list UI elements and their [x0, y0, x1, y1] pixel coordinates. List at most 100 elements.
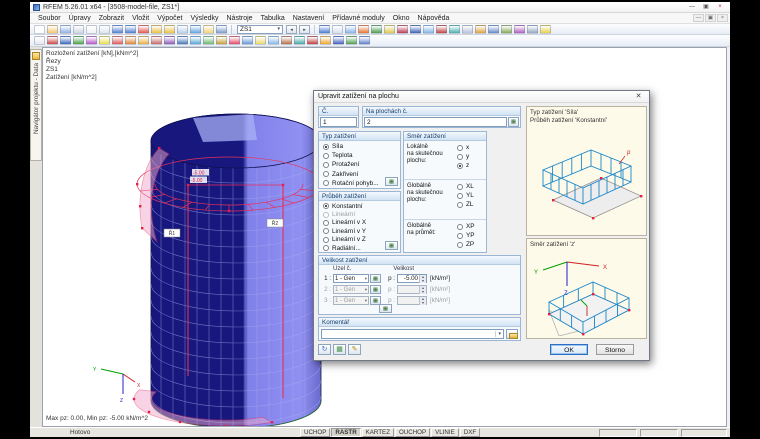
radio-option[interactable]: Radiální...: [319, 244, 400, 252]
comment-icon[interactable]: [255, 36, 266, 45]
section-icon[interactable]: [229, 36, 240, 45]
guide-lines-icon[interactable]: [488, 24, 499, 34]
radio-option[interactable]: YP: [457, 231, 484, 240]
radio-option[interactable]: x: [457, 143, 484, 152]
radio-option[interactable]: Síla: [319, 142, 400, 151]
menu-item[interactable]: Vložit: [132, 14, 150, 22]
division-icon[interactable]: [216, 36, 227, 45]
table-icon[interactable]: [501, 24, 512, 34]
apply-nodes-button[interactable]: ▦: [379, 304, 392, 313]
menu-item[interactable]: Přídavné moduly: [332, 14, 385, 22]
rotary-motion-params-button[interactable]: ▦: [385, 177, 398, 186]
hinge-icon[interactable]: [190, 36, 201, 45]
rotate-view-icon[interactable]: [190, 24, 201, 34]
redo-icon[interactable]: [125, 24, 136, 34]
radio-option[interactable]: Rotační pohyb...: [319, 179, 400, 188]
menu-item[interactable]: Okno: [392, 14, 410, 22]
radio-option[interactable]: Lineární v Z: [319, 236, 400, 244]
status-toggle[interactable]: RASTR: [331, 428, 361, 437]
radio-option[interactable]: y: [457, 152, 484, 161]
menu-item[interactable]: Soubor: [38, 14, 61, 22]
support-icon[interactable]: [177, 36, 188, 45]
status-toggle[interactable]: DXF: [459, 428, 481, 437]
next-load-case-icon[interactable]: ▸: [299, 24, 310, 34]
line-icon[interactable]: [60, 36, 71, 45]
menu-item[interactable]: Nástroje: [226, 14, 253, 22]
isometric-view-icon[interactable]: [203, 24, 214, 34]
renumber-icon[interactable]: [281, 36, 292, 45]
node-load-icon[interactable]: [112, 36, 123, 45]
magnitude-input[interactable]: ▴▾: [397, 296, 427, 305]
status-toggle[interactable]: VLINIE: [431, 428, 459, 437]
ok-button[interactable]: OK: [550, 344, 588, 355]
select-icon[interactable]: [34, 36, 45, 45]
cancel-button[interactable]: Storno: [596, 344, 634, 355]
delete-icon[interactable]: [307, 36, 318, 45]
cut-icon[interactable]: [99, 24, 110, 34]
mdi-close-icon[interactable]: ×: [717, 14, 728, 22]
menu-item[interactable]: Tabulka: [260, 14, 285, 22]
radio-option[interactable]: XL: [457, 182, 484, 191]
close-icon[interactable]: ×: [718, 3, 722, 10]
menu-item[interactable]: Výpočet: [157, 14, 183, 22]
axes-icon[interactable]: [449, 24, 460, 34]
modules-icon[interactable]: [514, 24, 525, 34]
settings-button[interactable]: ↻: [318, 344, 331, 355]
minimize-icon[interactable]: —: [689, 3, 695, 10]
menu-item[interactable]: Nastavení: [292, 14, 325, 22]
snap-icon[interactable]: [475, 24, 486, 34]
config-icon[interactable]: [527, 24, 538, 34]
node-pick-button[interactable]: ▦: [370, 296, 381, 305]
undo-icon[interactable]: [112, 24, 123, 34]
dialog-title-bar[interactable]: Upravit zatížení na plochu ✕: [314, 91, 649, 103]
menu-item[interactable]: Nápověda: [417, 14, 450, 22]
solid-view-icon[interactable]: [345, 24, 356, 34]
radio-option[interactable]: z: [457, 161, 484, 170]
load-case-combo[interactable]: ZS1 ▾: [237, 24, 283, 34]
open-file-icon[interactable]: [47, 24, 58, 34]
surface-pick-button[interactable]: ▦: [508, 117, 519, 127]
node-icon[interactable]: [47, 36, 58, 45]
visibility-icon[interactable]: [423, 24, 434, 34]
apply-table-button[interactable]: ▦: [333, 344, 346, 355]
numbering-icon[interactable]: [384, 24, 395, 34]
restore-icon[interactable]: ▣: [703, 3, 709, 10]
render-mode-icon[interactable]: [319, 24, 330, 34]
magnitude-input[interactable]: ▴▾: [397, 285, 427, 294]
eccentricity-icon[interactable]: [203, 36, 214, 45]
radio-option[interactable]: ZP: [457, 240, 484, 249]
surface-icon[interactable]: [73, 36, 84, 45]
zoom-in-icon[interactable]: [151, 24, 162, 34]
node-combo[interactable]: 1 - Gen ▾: [333, 274, 369, 283]
node-combo[interactable]: 1 - Gen ▾: [333, 285, 369, 294]
node-combo[interactable]: 1 - Gen ▾: [333, 296, 369, 305]
print-icon[interactable]: [73, 24, 84, 34]
visibility-mode-icon[interactable]: [268, 36, 279, 45]
radio-option[interactable]: Lineární v Y: [319, 227, 400, 235]
info-icon[interactable]: [359, 36, 370, 45]
dialog-close-icon[interactable]: ✕: [635, 92, 642, 100]
supports-icon[interactable]: [371, 24, 382, 34]
mdi-restore-icon[interactable]: ▣: [705, 14, 716, 22]
radio-option[interactable]: Lineární: [319, 210, 400, 218]
radio-option[interactable]: XP: [457, 222, 484, 231]
radio-option[interactable]: Konstantní: [319, 202, 400, 210]
radio-option[interactable]: Protažení: [319, 160, 400, 169]
dimension-icon[interactable]: [242, 36, 253, 45]
previous-load-case-icon[interactable]: ◂: [286, 24, 297, 34]
magnitude-input[interactable]: ▴▾: [397, 274, 427, 283]
mdi-minimize-icon[interactable]: —: [693, 14, 704, 22]
radio-option[interactable]: Lineární v X: [319, 219, 400, 227]
loads-display-icon[interactable]: [358, 24, 369, 34]
wireframe-icon[interactable]: [332, 24, 343, 34]
zoom-window-icon[interactable]: [164, 24, 175, 34]
help-icon[interactable]: [540, 24, 551, 34]
grid-icon[interactable]: [462, 24, 473, 34]
radio-option[interactable]: Zakřivení: [319, 170, 400, 179]
solid-icon[interactable]: [86, 36, 97, 45]
comment-presets-button[interactable]: [506, 329, 518, 339]
navigator-tab[interactable]: Navigátor projektu - Data: [30, 49, 42, 161]
generate-icon[interactable]: [320, 36, 331, 45]
line-load-icon[interactable]: [125, 36, 136, 45]
load-number-input[interactable]: [320, 117, 357, 127]
